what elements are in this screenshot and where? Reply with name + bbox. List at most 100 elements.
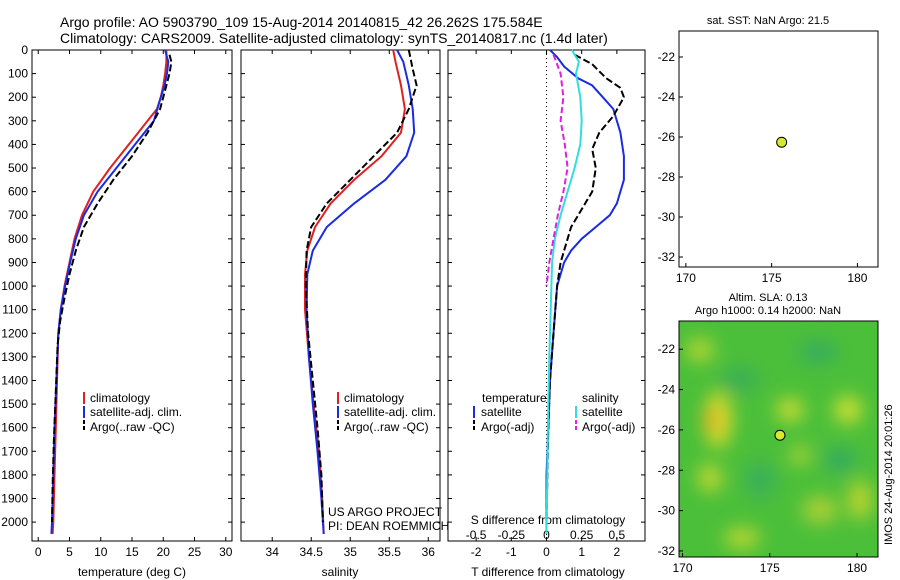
y-tick-label: 600: [8, 185, 28, 199]
x-tick-label: -2: [471, 545, 482, 559]
s-tick-label: -0.5: [466, 528, 487, 542]
temperature-chart: temperature (deg C) climatology satellit…: [1, 43, 232, 579]
y-tick-label: 1300: [1, 350, 28, 364]
difference-legend-t-argo: Argo(-adj): [481, 420, 534, 434]
sla-blob: [834, 396, 862, 424]
sla-blob: [790, 445, 810, 465]
sla-map-title-line2: Argo h1000: 0.14 h2000: NaN: [695, 305, 841, 317]
difference-chart: S difference from climatology T differen…: [447, 49, 646, 579]
x-tick-label: 36: [422, 545, 436, 559]
sla-blob: [848, 480, 872, 520]
map-y-tick-label: -22: [658, 50, 676, 64]
y-tick-label: 0: [21, 43, 28, 57]
difference-xlabel-temperature: T difference from climatology: [471, 565, 625, 579]
y-tick-label: 1600: [1, 421, 28, 435]
argo-location-marker: [776, 136, 788, 148]
map-y-tick-label: -28: [658, 170, 676, 184]
map-y-tick-label: -28: [658, 463, 676, 477]
salinity-legend-satellite: satellite-adj. clim.: [344, 405, 436, 419]
difference-legend-s-satellite: satellite: [582, 405, 623, 419]
x-tick-label: 2: [614, 545, 621, 559]
sst-map: sat. SST: NaN Argo: 21.5 170 175 180 -22 -24…: [658, 15, 879, 285]
salinity-legend: climatology satellite-adj. clim. Argo(..…: [337, 391, 436, 434]
y-tick-label: 1700: [1, 444, 28, 458]
y-tick-label: 1200: [1, 326, 28, 340]
sla-map-frame: [678, 320, 879, 558]
difference-legend-t-satellite: satellite: [481, 405, 522, 419]
series-line-t-argo: [545, 53, 625, 523]
x-tick-label: 25: [188, 545, 202, 559]
x-tick-label: 34: [266, 545, 280, 559]
difference-legend-title-temperature: temperature: [482, 391, 547, 405]
y-tick-label: 200: [8, 90, 28, 104]
x-tick-label: 5: [66, 545, 73, 559]
map-x-tick-label: 170: [672, 561, 692, 575]
s-tick-label: 0.25: [570, 528, 594, 542]
map-x-tick-label: 170: [676, 271, 696, 285]
sla-map-title-line1: Altim. SLA: 0.13: [729, 292, 808, 304]
sla-blob: [802, 496, 838, 524]
sla-side-label: IMOS 24-Aug-2014 20:01:26: [883, 404, 895, 545]
salinity-legend-climatology: climatology: [344, 391, 404, 405]
temperature-legend-argo: Argo(..raw -QC): [90, 420, 175, 434]
map-y-tick-label: -26: [658, 130, 676, 144]
x-tick-label: 35: [344, 545, 358, 559]
sla-blob: [686, 338, 714, 362]
temperature-axes-frame: [31, 49, 233, 542]
map-x-tick-label: 180: [847, 561, 867, 575]
sla-blob: [698, 464, 722, 492]
map-x-tick-label: 180: [847, 271, 867, 285]
temperature-legend-satellite: satellite-adj. clim.: [90, 405, 182, 419]
x-tick-label: 10: [94, 545, 108, 559]
sla-blob: [720, 368, 760, 392]
y-tick-label: 1900: [1, 492, 28, 506]
s-tick-label: 0.5: [609, 528, 626, 542]
argo-location-marker: [774, 429, 786, 441]
x-tick-label: 0: [35, 545, 42, 559]
difference-legend-title-salinity: salinity: [582, 391, 619, 405]
x-tick-label: 35.5: [378, 545, 402, 559]
sla-blob: [798, 340, 838, 364]
y-tick-label: 300: [8, 114, 28, 128]
map-y-tick-label: -32: [658, 544, 676, 558]
sla-blob: [776, 398, 804, 422]
x-tick-label: 0: [543, 545, 550, 559]
map-y-tick-label: -26: [658, 423, 676, 437]
map-y-tick-label: -22: [658, 342, 676, 356]
sst-map-title: sat. SST: NaN Argo: 21.5: [707, 15, 829, 27]
series-line-argo: [304, 49, 418, 523]
salinity-legend-argo: Argo(..raw -QC): [344, 420, 429, 434]
map-x-tick-label: 175: [762, 271, 782, 285]
y-tick-label: 1000: [1, 279, 28, 293]
series-line-argo: [51, 54, 173, 523]
difference-xlabel-salinity: S difference from climatology: [471, 513, 626, 527]
temperature-legend-climatology: climatology: [90, 391, 150, 405]
y-tick-label: 1400: [1, 373, 28, 387]
sst-map-frame: [678, 30, 879, 268]
sla-blob: [706, 408, 718, 432]
series-line-s-satellite: [545, 49, 583, 534]
y-tick-label: 900: [8, 255, 28, 269]
map-x-tick-label: 175: [760, 561, 780, 575]
salinity-xlabel: salinity: [322, 565, 359, 579]
y-tick-label: 2000: [1, 515, 28, 529]
y-tick-label: 400: [8, 137, 28, 151]
map-y-tick-label: -24: [658, 383, 676, 397]
x-tick-label: 1: [578, 545, 585, 559]
x-tick-label: 30: [219, 545, 233, 559]
y-tick-label: 800: [8, 232, 28, 246]
project-annotation-line1: US ARGO PROJECT: [328, 505, 443, 519]
s-tick-label: -0.25: [498, 528, 526, 542]
salinity-chart: salinity climatology satellite-adj. clim…: [240, 49, 449, 579]
map-y-tick-label: -30: [658, 504, 676, 518]
x-tick-label: -1: [506, 545, 517, 559]
sla-map: Altim. SLA: 0.13 Argo h1000: 0.14 h2000:…: [658, 292, 895, 575]
x-tick-label: 20: [157, 545, 171, 559]
header-line2: Climatology: CARS2009. Satellite-adjuste…: [60, 30, 608, 46]
y-tick-label: 100: [8, 67, 28, 81]
header-line1: Argo profile: AO 5903790_109 15-Aug-2014…: [60, 14, 543, 30]
map-y-tick-label: -24: [658, 90, 676, 104]
y-tick-label: 1800: [1, 468, 28, 482]
x-tick-label: 34.5: [300, 545, 324, 559]
